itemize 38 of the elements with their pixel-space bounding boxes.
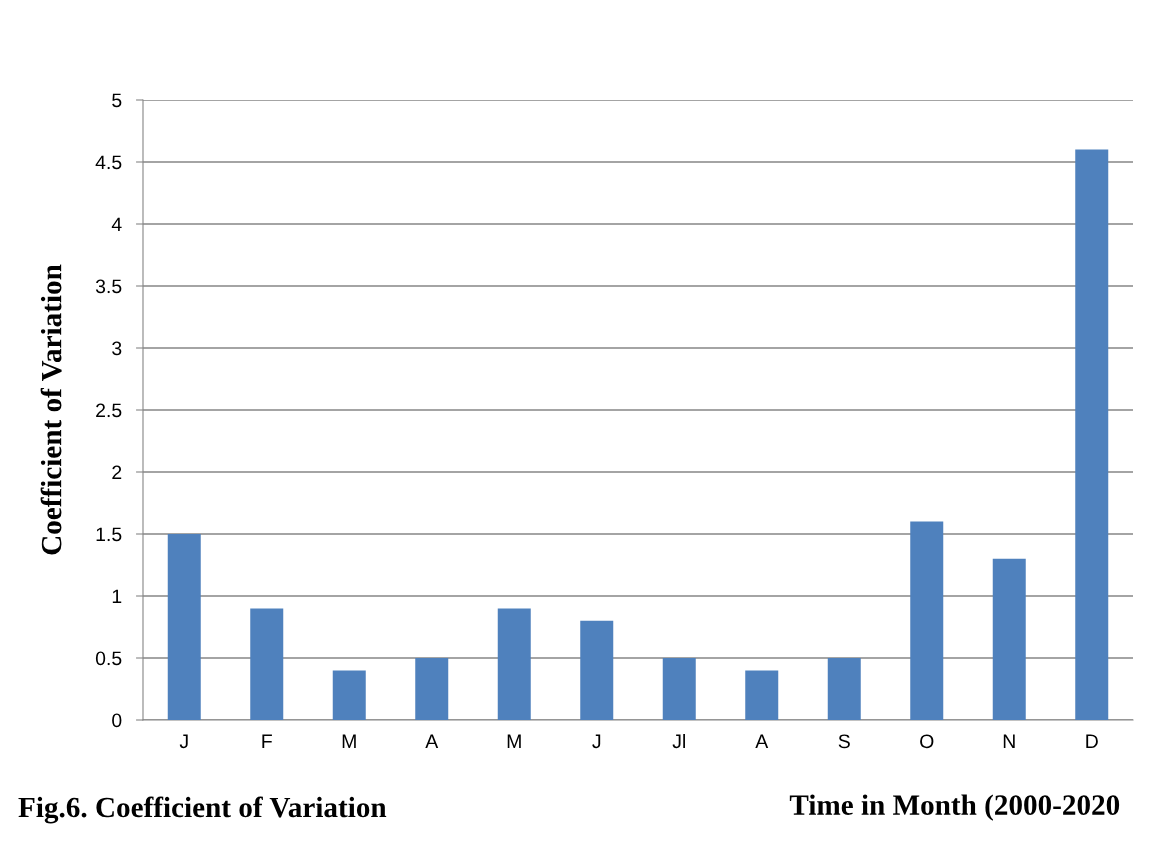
x-tick-label: M bbox=[342, 734, 356, 748]
x-tick-label: N bbox=[1003, 734, 1015, 748]
x-tick-label: S bbox=[838, 734, 850, 749]
x-tick-label: Jl bbox=[672, 733, 685, 749]
bar bbox=[167, 534, 201, 720]
bar bbox=[497, 608, 531, 720]
y-tick-label: 1.5 bbox=[96, 527, 122, 542]
x-tick-label: D bbox=[1086, 734, 1098, 748]
bar bbox=[332, 670, 366, 720]
y-tick-label: 2 bbox=[112, 465, 122, 480]
x-tick-label: O bbox=[920, 734, 934, 749]
y-tick-label: 0 bbox=[112, 713, 122, 728]
bar bbox=[992, 558, 1026, 720]
y-tick-label: 4 bbox=[111, 217, 122, 232]
bar bbox=[415, 658, 449, 720]
bar bbox=[580, 620, 614, 720]
y-tick-label: 3.5 bbox=[95, 279, 122, 294]
bar bbox=[745, 670, 779, 720]
y-tick-label: 2.5 bbox=[96, 403, 122, 418]
x-tick-label: A bbox=[425, 734, 439, 748]
y-tick-label: 0.5 bbox=[95, 651, 122, 666]
y-axis-title: Coefficient of Variation bbox=[40, 264, 62, 555]
y-tick-label: 3 bbox=[112, 341, 122, 356]
x-axis-title: Time in Month (2000-2020 bbox=[789, 794, 1120, 821]
x-tick-label: A bbox=[755, 734, 769, 748]
x-tick-label: M bbox=[507, 734, 521, 748]
y-tick-label: 4.5 bbox=[95, 155, 122, 170]
bar bbox=[827, 658, 861, 720]
bar bbox=[250, 608, 284, 720]
x-tick-label: J bbox=[179, 734, 188, 749]
bar bbox=[662, 658, 696, 720]
bar bbox=[1075, 149, 1109, 720]
bar bbox=[910, 521, 944, 720]
x-tick-label: J bbox=[592, 734, 601, 749]
y-tick-label: 5 bbox=[112, 93, 122, 108]
y-tick-label: 1 bbox=[112, 589, 122, 604]
x-tick-label: F bbox=[262, 734, 272, 748]
text: Fig.6. Coefficient of Variation bbox=[18, 796, 387, 824]
